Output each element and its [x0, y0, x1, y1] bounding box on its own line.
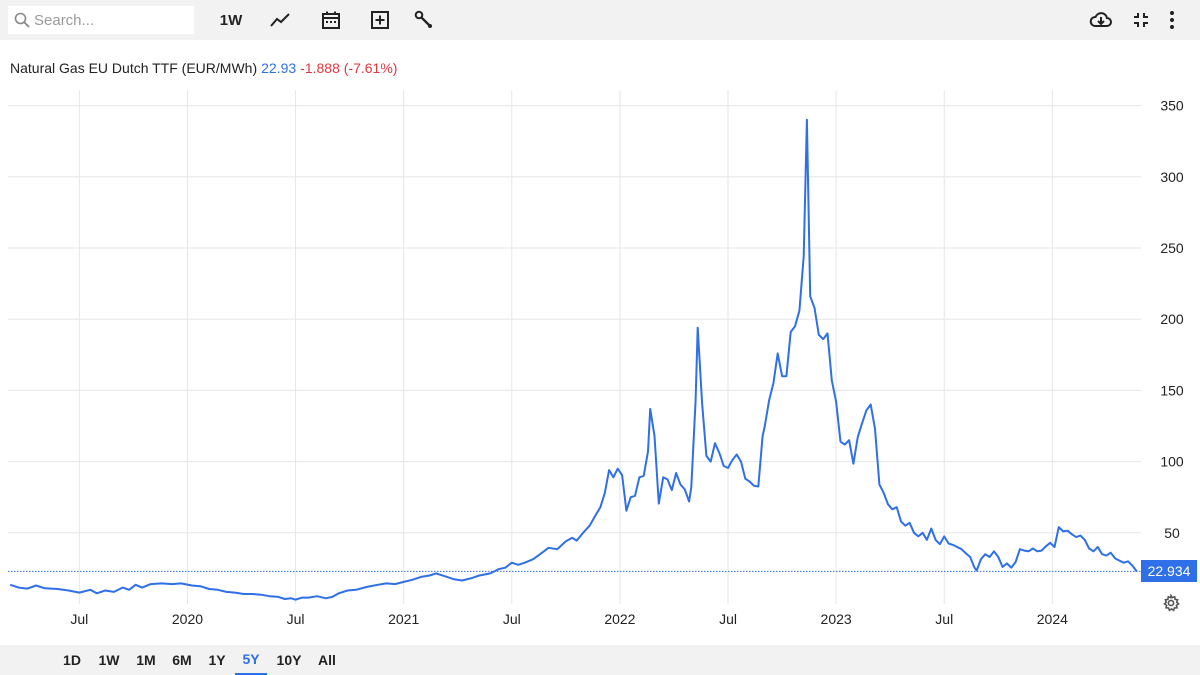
range-bar: 1D 1W 1M 6M 1Y 5Y 10Y All — [0, 645, 1200, 675]
price-chart[interactable]: 50 100 150 200 250 300 350 Jul 2020 Jul 2021 Jul 202… — [0, 40, 1200, 645]
range-button-1w[interactable]: 1W — [98, 652, 120, 668]
y-tick-label: 350 — [1160, 98, 1184, 114]
x-tick-label: Jul — [935, 611, 953, 627]
add-box-icon — [371, 11, 389, 29]
x-tick-label: 2021 — [388, 611, 419, 627]
chart-area[interactable]: 50 100 150 200 250 300 350 Jul 2020 Jul 2021 Jul 202… — [0, 40, 1200, 645]
gear-icon[interactable] — [1162, 594, 1180, 612]
x-tick-label: Jul — [70, 611, 88, 627]
search-box[interactable] — [8, 6, 194, 34]
y-tick-label: 50 — [1164, 525, 1180, 541]
more-vertical-icon — [1170, 11, 1174, 29]
y-tick-label: 300 — [1160, 169, 1184, 185]
range-button-1m[interactable]: 1M — [136, 652, 156, 668]
toolbar: 1W — [0, 0, 1200, 40]
grid-layer — [8, 90, 1141, 604]
range-button-1d[interactable]: 1D — [63, 652, 81, 668]
line-layer — [8, 118, 1141, 601]
y-tick-label: 100 — [1160, 454, 1184, 470]
search-icon — [14, 12, 30, 28]
line-chart-icon — [270, 13, 290, 27]
add-indicator-button[interactable] — [367, 6, 393, 34]
legend-series-name: Natural Gas EU Dutch TTF (EUR/MWh) — [10, 60, 258, 76]
line-chart-button[interactable] — [266, 6, 294, 34]
range-button-6m[interactable]: 6M — [172, 652, 192, 668]
x-tick-label: 2020 — [172, 611, 203, 627]
more-button[interactable] — [1164, 6, 1180, 34]
search-input[interactable] — [34, 11, 184, 29]
calendar-button[interactable] — [318, 6, 344, 34]
range-button-10y[interactable]: 10Y — [276, 652, 302, 668]
legend-last-price: 22.93 — [261, 60, 297, 76]
range-button-1y[interactable]: 1Y — [208, 652, 226, 668]
calendar-icon — [322, 11, 340, 29]
x-tick-label: 2023 — [821, 611, 852, 627]
compress-icon — [1134, 13, 1148, 27]
y-tick-label: 200 — [1160, 311, 1184, 327]
y-tick-label: 150 — [1160, 382, 1184, 398]
fullscreen-button[interactable] — [1128, 6, 1154, 34]
download-button[interactable] — [1088, 6, 1114, 34]
label-layer: 50 100 150 200 250 300 350 Jul 2020 Jul 2021 Jul 202… — [70, 98, 1183, 627]
y-tick-label: 250 — [1160, 240, 1184, 256]
series-line[interactable] — [9, 118, 1138, 601]
x-tick-label: Jul — [287, 611, 305, 627]
cloud-download-icon — [1089, 12, 1112, 27]
x-tick-label: 2024 — [1037, 611, 1068, 627]
legend-change: -1.888 (-7.61%) — [300, 60, 398, 76]
period-button[interactable]: 1W — [219, 11, 243, 29]
chart-legend: Natural Gas EU Dutch TTF (EUR/MWh) 22.93-… — [10, 60, 397, 76]
range-button-all[interactable]: All — [318, 652, 336, 668]
last-price-tag: 22.934 — [1141, 560, 1197, 583]
wrench-icon — [414, 10, 432, 28]
x-tick-label: Jul — [503, 611, 521, 627]
range-button-5y[interactable]: 5Y — [235, 645, 267, 675]
x-tick-label: 2022 — [604, 611, 635, 627]
tools-button[interactable] — [411, 6, 437, 34]
x-tick-label: Jul — [719, 611, 737, 627]
